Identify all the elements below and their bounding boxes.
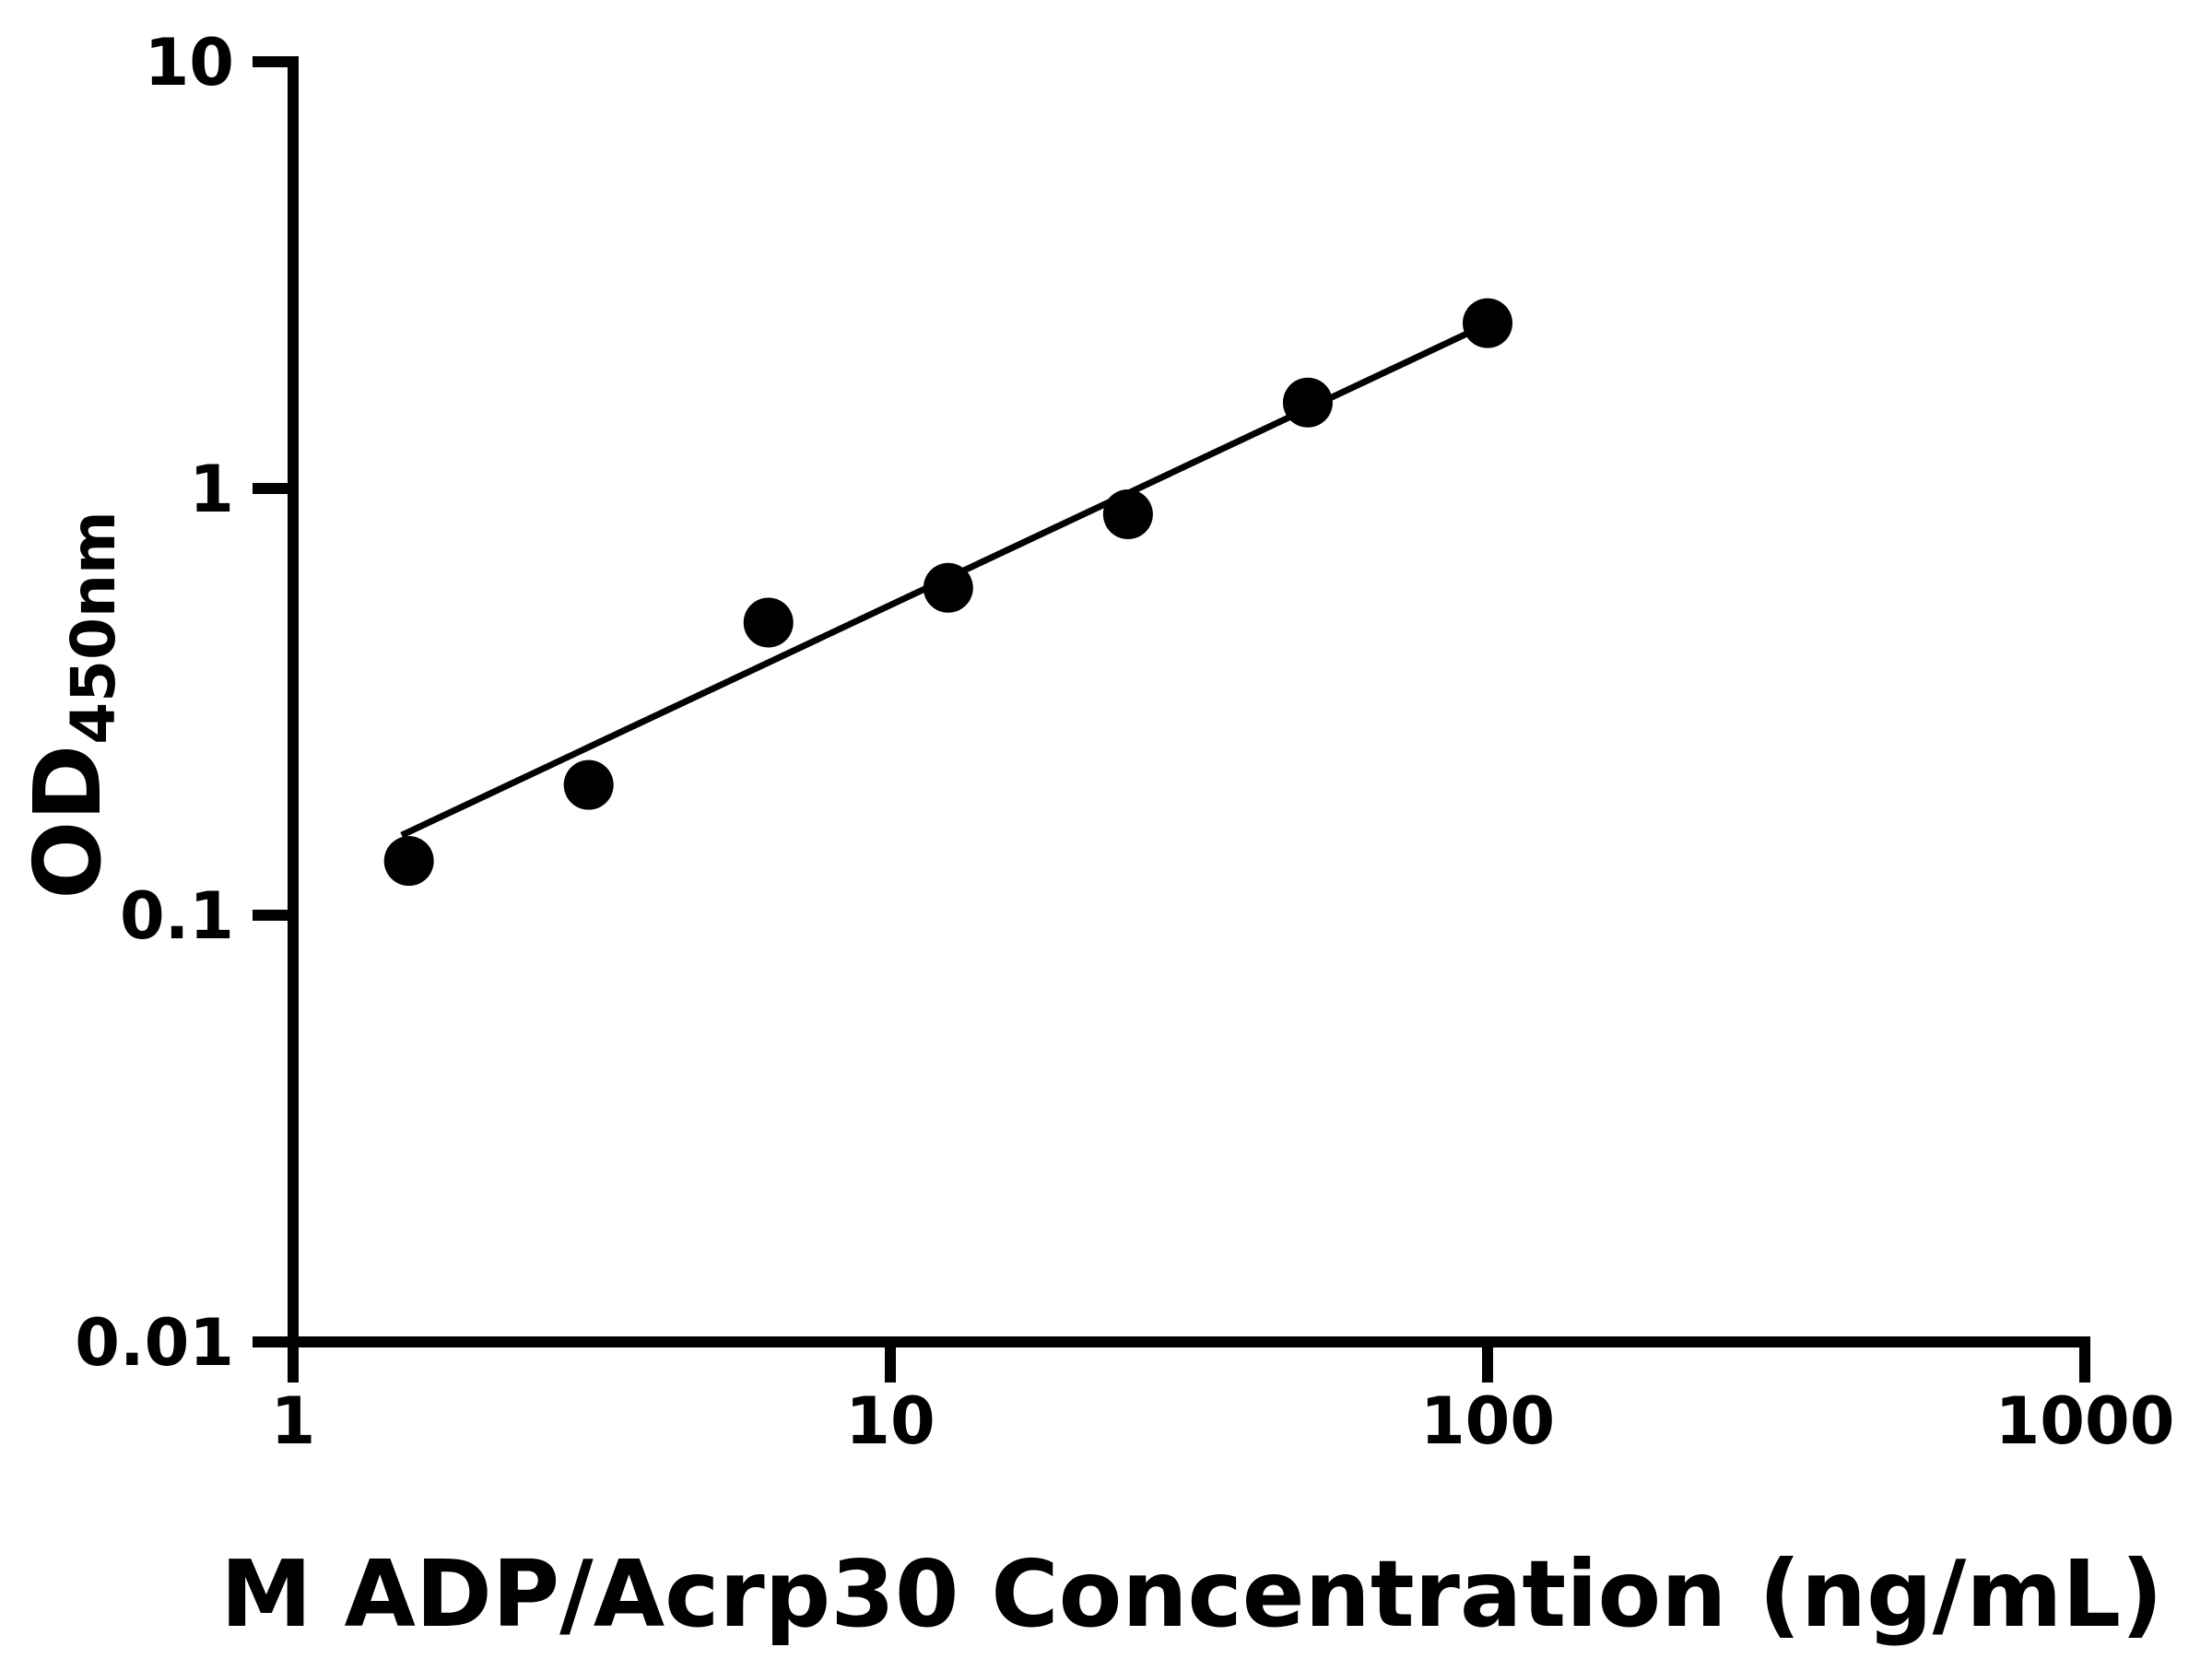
x-axis-ticks — [288, 1342, 2090, 1382]
y-tick-label: 1 — [189, 452, 234, 527]
data-point — [923, 562, 973, 613]
x-axis-tick-labels: 1 10 100 1000 — [271, 1383, 2175, 1459]
data-point — [743, 597, 794, 648]
y-axis-ticks — [253, 56, 288, 1347]
y-axis-title: OD450nm — [14, 511, 129, 900]
x-tick-label: 1 — [271, 1383, 316, 1459]
x-tick-label: 10 — [845, 1383, 935, 1459]
x-axis: 1 10 100 1000 — [271, 1336, 2175, 1459]
data-point — [383, 836, 434, 887]
data-point — [1102, 489, 1153, 540]
y-tick-label: 10 — [145, 25, 234, 100]
data-points-group — [383, 298, 1512, 887]
data-point — [1282, 377, 1333, 428]
y-axis: 10 1 0.1 0.01 — [75, 25, 299, 1381]
x-axis-title: M ADP/Acrp30 Concentration (ng/mL) — [220, 1540, 2163, 1648]
y-axis-tick-labels: 10 1 0.1 0.01 — [75, 25, 234, 1381]
data-point — [563, 759, 614, 810]
x-tick-label: 100 — [1420, 1383, 1555, 1459]
x-tick-label: 1000 — [1995, 1383, 2175, 1459]
data-point — [1463, 298, 1512, 348]
y-axis-title-subscript: 450nm — [58, 511, 129, 745]
y-tick-label: 0.01 — [75, 1305, 234, 1381]
y-axis-title-main: OD — [14, 745, 122, 900]
y-tick-label: 0.1 — [120, 878, 234, 954]
